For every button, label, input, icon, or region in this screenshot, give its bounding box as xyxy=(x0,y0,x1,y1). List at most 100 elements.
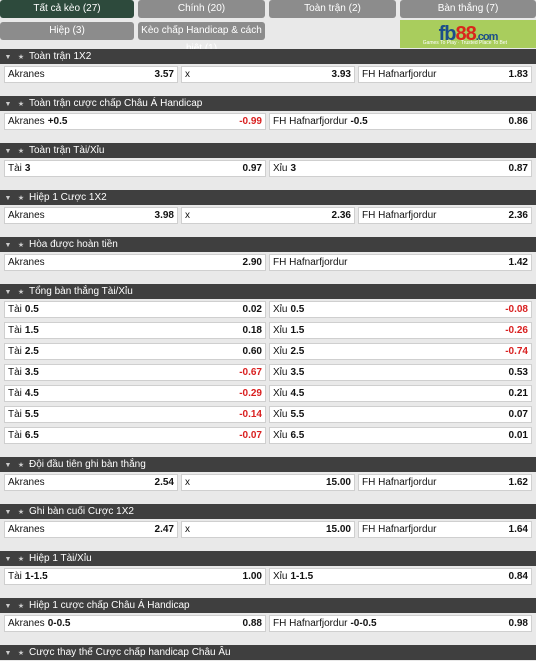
tab-handicap[interactable]: Kèo chấp Handicap & cách biệt (1) xyxy=(138,22,265,54)
odds-cell[interactable]: Xỉu 6.5 0.01 xyxy=(269,427,532,444)
star-icon[interactable]: ★ xyxy=(17,54,25,61)
market-header[interactable]: ▼ ★ Hiệp 1 Cược 1X2 xyxy=(0,190,536,205)
odds-cell[interactable]: Akranes 2.54 xyxy=(4,474,178,491)
odds-cell[interactable]: x 15.00 xyxy=(181,474,355,491)
odds-cell[interactable]: Xỉu 5.5 0.07 xyxy=(269,406,532,423)
odds-value: 3.57 xyxy=(154,69,174,80)
market-title: Ghi bàn cuối Cược 1X2 xyxy=(29,506,134,517)
odds-cell[interactable]: Tài 3 0.97 xyxy=(4,160,266,177)
selection-name: Xỉu 6.5 xyxy=(273,428,304,443)
handicap-line: 1-1.5 xyxy=(290,571,314,582)
odds-value: 0.02 xyxy=(242,304,262,315)
odds-cell[interactable]: Akranes 2.47 xyxy=(4,521,178,538)
odds-cell[interactable]: Tài 1.5 0.18 xyxy=(4,322,266,339)
odds-cell[interactable]: x 2.36 xyxy=(181,207,355,224)
selection-label: Tài xyxy=(8,388,22,399)
star-icon[interactable]: ★ xyxy=(17,650,25,657)
tab-full-match[interactable]: Toàn trận (2) xyxy=(269,0,396,18)
tab-half[interactable]: Hiệp (3) xyxy=(0,22,134,40)
tab-all[interactable]: Tất cả kèo (27) xyxy=(0,0,134,18)
star-icon[interactable]: ★ xyxy=(17,101,25,108)
odds-cell[interactable]: Tài 0.5 0.02 xyxy=(4,301,266,318)
odds-cell[interactable]: FH Hafnarfjordur 1.42 xyxy=(269,254,532,271)
odds-cell[interactable]: Akranes +0.5 -0.99 xyxy=(4,113,266,130)
odds-value: 2.36 xyxy=(508,210,528,221)
collapse-icon[interactable]: ▼ xyxy=(4,462,12,469)
market-header[interactable]: ▼ ★ Hiệp 1 cược chấp Châu Á Handicap xyxy=(0,598,536,613)
selection-label: Xỉu xyxy=(273,409,288,420)
market-tabs: Tất cả kèo (27) Chính (20) Toàn trận (2)… xyxy=(0,0,536,54)
odds-cell[interactable]: Akranes 3.98 xyxy=(4,207,178,224)
odds-cell[interactable]: FH Hafnarfjordur 1.62 xyxy=(358,474,532,491)
odds-cell[interactable]: Tài 4.5 -0.29 xyxy=(4,385,266,402)
odds-cell[interactable]: x 3.93 xyxy=(181,66,355,83)
odds-cell[interactable]: FH Hafnarfjordur -0.5 0.86 xyxy=(269,113,532,130)
odds-value: 2.90 xyxy=(242,257,262,268)
odds-cell[interactable]: Akranes 0-0.5 0.88 xyxy=(4,615,266,632)
star-icon[interactable]: ★ xyxy=(17,195,25,202)
odds-cell[interactable]: Xỉu 2.5 -0.74 xyxy=(269,343,532,360)
odds-cell[interactable]: Xỉu 4.5 0.21 xyxy=(269,385,532,402)
star-icon[interactable]: ★ xyxy=(17,148,25,155)
market-header[interactable]: ▼ ★ Hòa được hoàn tiền xyxy=(0,237,536,252)
odds-cell[interactable]: Xỉu 3 0.87 xyxy=(269,160,532,177)
collapse-icon[interactable]: ▼ xyxy=(4,54,12,61)
collapse-icon[interactable]: ▼ xyxy=(4,509,12,516)
star-icon[interactable]: ★ xyxy=(17,603,25,610)
odds-cell[interactable]: Tài 3.5 -0.67 xyxy=(4,364,266,381)
market-header[interactable]: ▼ ★ Cược thay thế Cược chấp handicap Châu … xyxy=(0,645,536,660)
selection-label: Tài xyxy=(8,430,22,441)
odds-cell[interactable]: Tài 6.5 -0.07 xyxy=(4,427,266,444)
odds-cell[interactable]: Akranes 3.57 xyxy=(4,66,178,83)
collapse-icon[interactable]: ▼ xyxy=(4,242,12,249)
collapse-icon[interactable]: ▼ xyxy=(4,101,12,108)
collapse-icon[interactable]: ▼ xyxy=(4,148,12,155)
odds-cell[interactable]: x 15.00 xyxy=(181,521,355,538)
market-header[interactable]: ▼ ★ Toàn trận cược chấp Châu Á Handicap xyxy=(0,96,536,111)
star-icon[interactable]: ★ xyxy=(17,462,25,469)
odds-cell[interactable]: Tài 1-1.5 1.00 xyxy=(4,568,266,585)
odds-cell[interactable]: Xỉu 1-1.5 0.84 xyxy=(269,568,532,585)
market-header[interactable]: ▼ ★ Đội đầu tiên ghi bàn thắng xyxy=(0,457,536,472)
market-header[interactable]: ▼ ★ Ghi bàn cuối Cược 1X2 xyxy=(0,504,536,519)
market-header[interactable]: ▼ ★ Tổng bàn thắng Tài/Xỉu xyxy=(0,284,536,299)
odds-cell[interactable]: FH Hafnarfjordur 2.36 xyxy=(358,207,532,224)
selection-label: Akranes xyxy=(8,210,45,221)
selection-label: FH Hafnarfjordur xyxy=(273,257,348,268)
collapse-icon[interactable]: ▼ xyxy=(4,650,12,657)
odds-cell[interactable]: FH Hafnarfjordur 1.83 xyxy=(358,66,532,83)
star-icon[interactable]: ★ xyxy=(17,509,25,516)
market-header[interactable]: ▼ ★ Hiệp 1 Tài/Xỉu xyxy=(0,551,536,566)
odds-cell[interactable]: FH Hafnarfjordur -0-0.5 0.98 xyxy=(269,615,532,632)
market-header[interactable]: ▼ ★ Toàn trận Tài/Xỉu xyxy=(0,143,536,158)
star-icon[interactable]: ★ xyxy=(17,242,25,249)
selection-name: Xỉu 5.5 xyxy=(273,407,304,422)
fb88-logo[interactable]: fb88.com Games To Play · Trusted Place T… xyxy=(400,20,536,48)
handicap-line: 4.5 xyxy=(24,388,39,399)
tab-goals[interactable]: Bàn thắng (7) xyxy=(400,0,536,18)
market-title: Cược thay thế Cược chấp handicap Châu Âu xyxy=(29,647,231,658)
odds-cell[interactable]: Tài 5.5 -0.14 xyxy=(4,406,266,423)
collapse-icon[interactable]: ▼ xyxy=(4,603,12,610)
selection-name: Akranes 0-0.5 xyxy=(8,616,70,631)
odds-cell[interactable]: Xỉu 0.5 -0.08 xyxy=(269,301,532,318)
odds-cell[interactable]: FH Hafnarfjordur 1.64 xyxy=(358,521,532,538)
selection-name: Tài 0.5 xyxy=(8,302,39,317)
odds-value: 0.60 xyxy=(242,346,262,357)
odds-cell[interactable]: Xỉu 3.5 0.53 xyxy=(269,364,532,381)
odds-cell[interactable]: Akranes 2.90 xyxy=(4,254,266,271)
tab-main[interactable]: Chính (20) xyxy=(138,0,265,18)
odds-cell[interactable]: Tài 2.5 0.60 xyxy=(4,343,266,360)
star-icon[interactable]: ★ xyxy=(17,289,25,296)
market-title: Hiệp 1 Cược 1X2 xyxy=(29,192,107,203)
market-header[interactable]: ▼ ★ Toàn trận 1X2 xyxy=(0,49,536,64)
market-title: Toàn trận cược chấp Châu Á Handicap xyxy=(29,98,203,109)
selection-label: Tài xyxy=(8,163,22,174)
collapse-icon[interactable]: ▼ xyxy=(4,556,12,563)
odds-value: 0.01 xyxy=(508,430,528,441)
odds-cell[interactable]: Xỉu 1.5 -0.26 xyxy=(269,322,532,339)
collapse-icon[interactable]: ▼ xyxy=(4,289,12,296)
collapse-icon[interactable]: ▼ xyxy=(4,195,12,202)
odds-value: -0.08 xyxy=(505,304,528,315)
star-icon[interactable]: ★ xyxy=(17,556,25,563)
